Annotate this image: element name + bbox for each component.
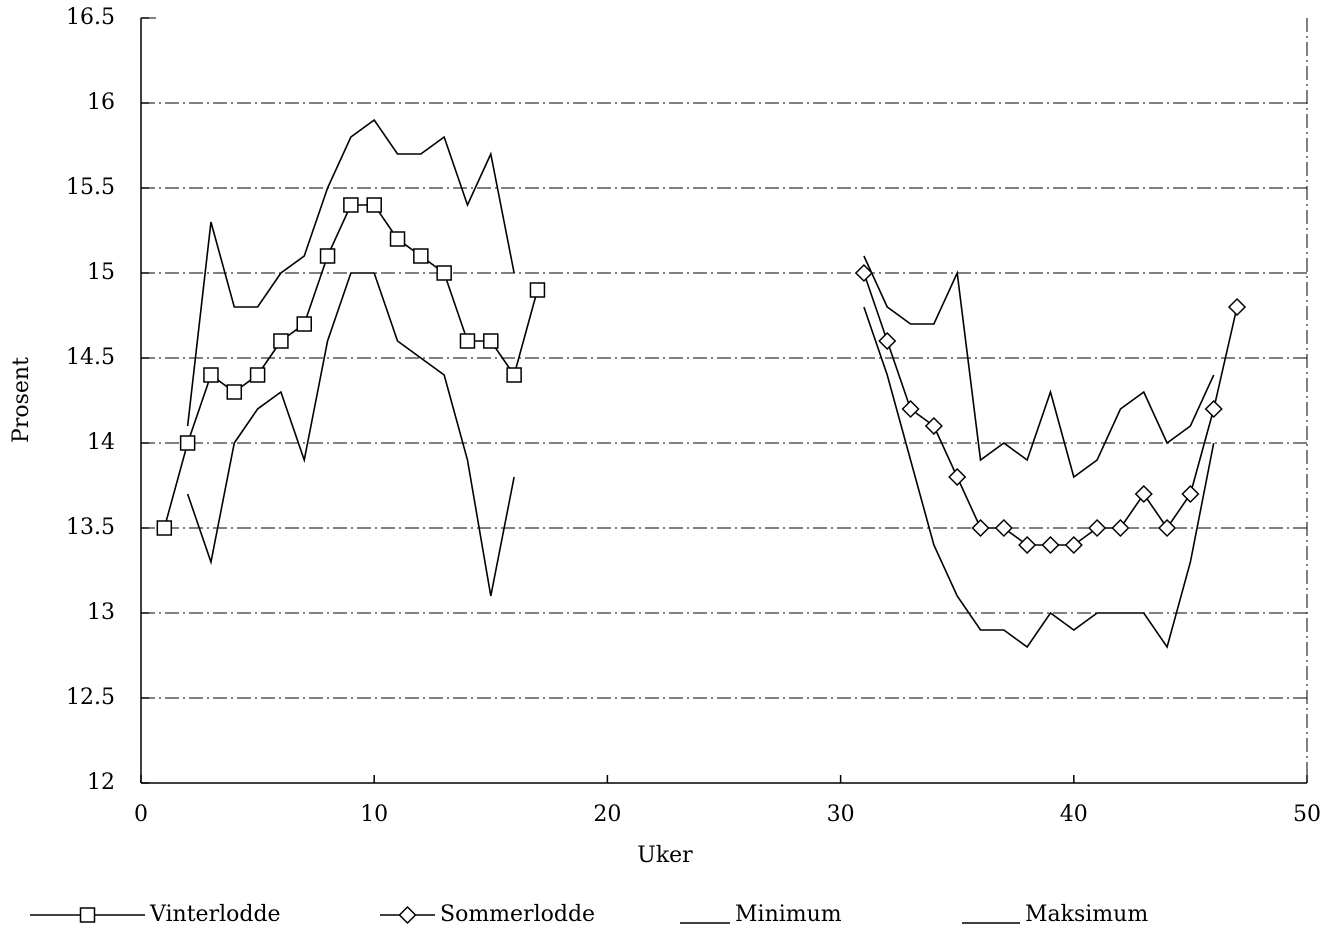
marker-diamond (1064, 535, 1083, 555)
x-axis-label: Uker (637, 843, 693, 868)
marker-diamond (971, 518, 990, 538)
marker-square (366, 197, 382, 213)
marker-square (179, 435, 196, 451)
marker-square (506, 367, 522, 383)
marker-square (203, 367, 219, 383)
legend-label: Minimum (735, 902, 842, 927)
marker-diamond (924, 416, 943, 436)
marker-diamond (1111, 518, 1130, 538)
x-tick-label: 20 (593, 802, 621, 827)
marker-square (436, 265, 452, 281)
y-tick-label: 12.5 (66, 685, 115, 710)
marker-square (389, 231, 406, 247)
marker-diamond (1018, 535, 1037, 555)
marker-square (296, 316, 312, 332)
marker-square (319, 248, 336, 264)
series-line (863, 272, 1238, 546)
legend-label: Sommerlodde (440, 902, 595, 927)
y-tick-label: 16.5 (66, 5, 115, 30)
y-tick-label: 15 (87, 260, 115, 285)
y-tick-label: 12 (87, 770, 115, 795)
x-tick-label: 50 (1293, 802, 1321, 827)
x-tick-label: 40 (1060, 802, 1088, 827)
marker-square (226, 384, 243, 400)
marker-square (483, 333, 499, 349)
marker-square (343, 197, 359, 213)
y-axis-label: Prosent (9, 357, 34, 443)
marker-diamond (1158, 518, 1177, 538)
marker-square (156, 520, 173, 536)
legend-label: Vinterlodde (149, 902, 281, 927)
marker-diamond (1181, 484, 1200, 504)
y-tick-label: 14.5 (66, 345, 115, 370)
marker-square (249, 367, 266, 383)
marker-square (79, 907, 96, 923)
marker-diamond (994, 518, 1013, 538)
y-tick-label: 14 (87, 430, 115, 455)
marker-diamond (1041, 535, 1060, 555)
marker-diamond (1134, 484, 1153, 504)
marker-diamond (878, 331, 897, 351)
series-line (186, 118, 1215, 479)
marker-diamond (948, 467, 967, 487)
marker-diamond (1227, 297, 1247, 317)
marker-square (413, 248, 429, 264)
x-tick-label: 0 (134, 802, 148, 827)
marker-diamond (1088, 518, 1107, 538)
legend-label: Maksimum (1025, 902, 1148, 927)
marker-diamond (1204, 399, 1223, 419)
marker-square (459, 333, 476, 349)
y-tick-label: 13.5 (66, 515, 115, 540)
marker-square (529, 282, 546, 298)
marker-square (273, 333, 289, 349)
x-tick-label: 10 (360, 802, 388, 827)
marker-diamond (398, 905, 417, 925)
y-tick-label: 13 (87, 600, 115, 625)
y-tick-label: 15.5 (66, 175, 115, 200)
marker-diamond (901, 399, 920, 419)
marker-diamond (854, 263, 873, 283)
series-line (186, 272, 1215, 649)
y-tick-label: 16 (87, 90, 115, 115)
x-tick-label: 30 (827, 802, 855, 827)
